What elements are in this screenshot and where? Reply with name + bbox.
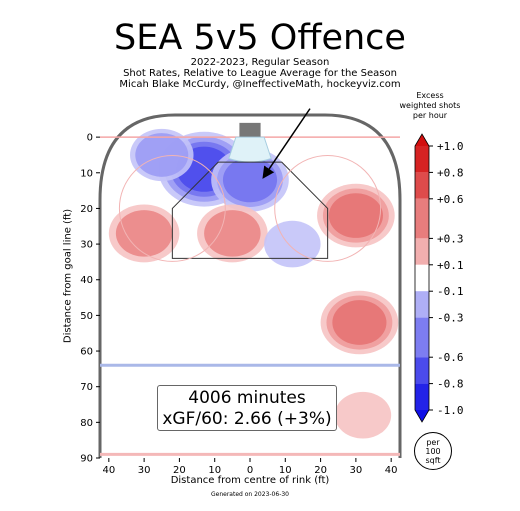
colorbar-segment (415, 146, 429, 173)
x-axis-label: Distance from centre of rink (ft) (170, 475, 330, 486)
x-tick-label: 40 (102, 465, 115, 476)
y-tick-label: 20 (80, 204, 93, 215)
minutes-text: 4006 minutes (188, 388, 306, 408)
colorbar-tick-label: +0.8 (437, 166, 464, 179)
colorbar-tick-label: -0.3 (437, 312, 464, 325)
heat-layer (108, 128, 399, 439)
colorbar-segment (415, 264, 429, 292)
colorbar-tick-label: -0.8 (437, 378, 464, 391)
x-tick-label: 30 (138, 465, 151, 476)
y-tick-label: 0 (87, 133, 93, 144)
x-tick-label: 0 (247, 465, 253, 476)
chart-credit: Micah Blake McCurdy, @IneffectiveMath, h… (119, 79, 401, 90)
colorbar-title: Excess weighted shots per hour (395, 91, 465, 121)
axes: 40 30 20 10 0 10 20 30 40 0 10 20 30 40 50 60 70 80 90 (80, 133, 397, 476)
heat-blob (334, 391, 392, 439)
y-tick-label: 90 (80, 454, 93, 465)
colorbar: +1.0 +0.8 +0.6 +0.3 +0.1 -0.1 -0.3 -0.6 -0.8 -1.0 (414, 133, 464, 423)
chart-description: Shot Rates, Relative to League Average f… (123, 68, 397, 79)
goal-crease (228, 136, 272, 163)
x-tick-label: 30 (350, 465, 363, 476)
xgf-text: xGF/60: 2.66 (+3%) (162, 409, 332, 429)
colorbar-tick-label: +0.3 (437, 232, 464, 245)
annotation-arrow (262, 108, 311, 179)
per-unit-line: per (426, 438, 440, 447)
colorbar-segment (415, 198, 429, 239)
y-tick-label: 60 (80, 347, 93, 358)
colorbar-min-cap (415, 410, 429, 422)
colorbar-tick-label: -1.0 (437, 404, 464, 417)
goal-net (239, 122, 261, 138)
heat-blob (264, 220, 321, 268)
colorbar-tick-label: +0.6 (437, 193, 464, 206)
colorbar-tick-label: -0.6 (437, 351, 464, 364)
chart-season: 2022-2023, Regular Season (190, 57, 330, 68)
colorbar-segment (415, 383, 429, 410)
y-tick-label: 50 (80, 311, 93, 322)
x-tick-label: 20 (173, 465, 186, 476)
colorbar-segment (415, 291, 429, 318)
summary-box: 4006 minutes xGF/60: 2.66 (+3%) (157, 385, 337, 431)
per-unit-line: 100 (425, 447, 441, 456)
colorbar-title-line: weighted shots (399, 101, 461, 110)
heat-blob (332, 300, 387, 345)
rink-lines (98, 108, 402, 458)
colorbar-tick-label: -0.1 (437, 285, 464, 298)
colorbar-tick-label: +1.0 (437, 140, 464, 153)
heat-blob (135, 133, 189, 177)
faceoff-circle (118, 154, 226, 262)
heat-blob (328, 193, 383, 238)
x-tick-label: 40 (385, 465, 398, 476)
heat-blob (204, 210, 261, 257)
y-tick-label: 70 (80, 382, 93, 393)
generated-note: Generated on 2023-06-30 (211, 491, 289, 498)
colorbar-segment (415, 357, 429, 384)
chart-title: SEA 5v5 Offence (114, 18, 406, 58)
y-tick-label: 40 (80, 275, 93, 286)
heat-blob (222, 157, 278, 203)
colorbar-segment (415, 238, 429, 265)
colorbar-tick-label: +0.1 (437, 259, 464, 272)
y-axis-label: Distance from goal line (ft) (62, 208, 74, 344)
colorbar-title-line: per hour (412, 111, 448, 120)
x-tick-label: 20 (314, 465, 327, 476)
faceoff-circle (274, 154, 382, 262)
x-tick-label: 10 (208, 465, 221, 476)
heat-blob (115, 210, 173, 257)
y-tick-label: 80 (80, 418, 93, 429)
colorbar-segment (415, 172, 429, 199)
colorbar-title-line: Excess (416, 91, 444, 100)
per-unit-line: sqft (425, 456, 441, 465)
home-plate-area (171, 161, 329, 259)
rink-boards (98, 113, 402, 458)
per-unit-badge: per 100 sqft (414, 432, 452, 470)
x-tick-label: 10 (279, 465, 292, 476)
y-tick-label: 10 (80, 168, 93, 179)
colorbar-segment (415, 317, 429, 358)
y-tick-label: 30 (80, 240, 93, 251)
colorbar-max-cap (415, 134, 429, 146)
